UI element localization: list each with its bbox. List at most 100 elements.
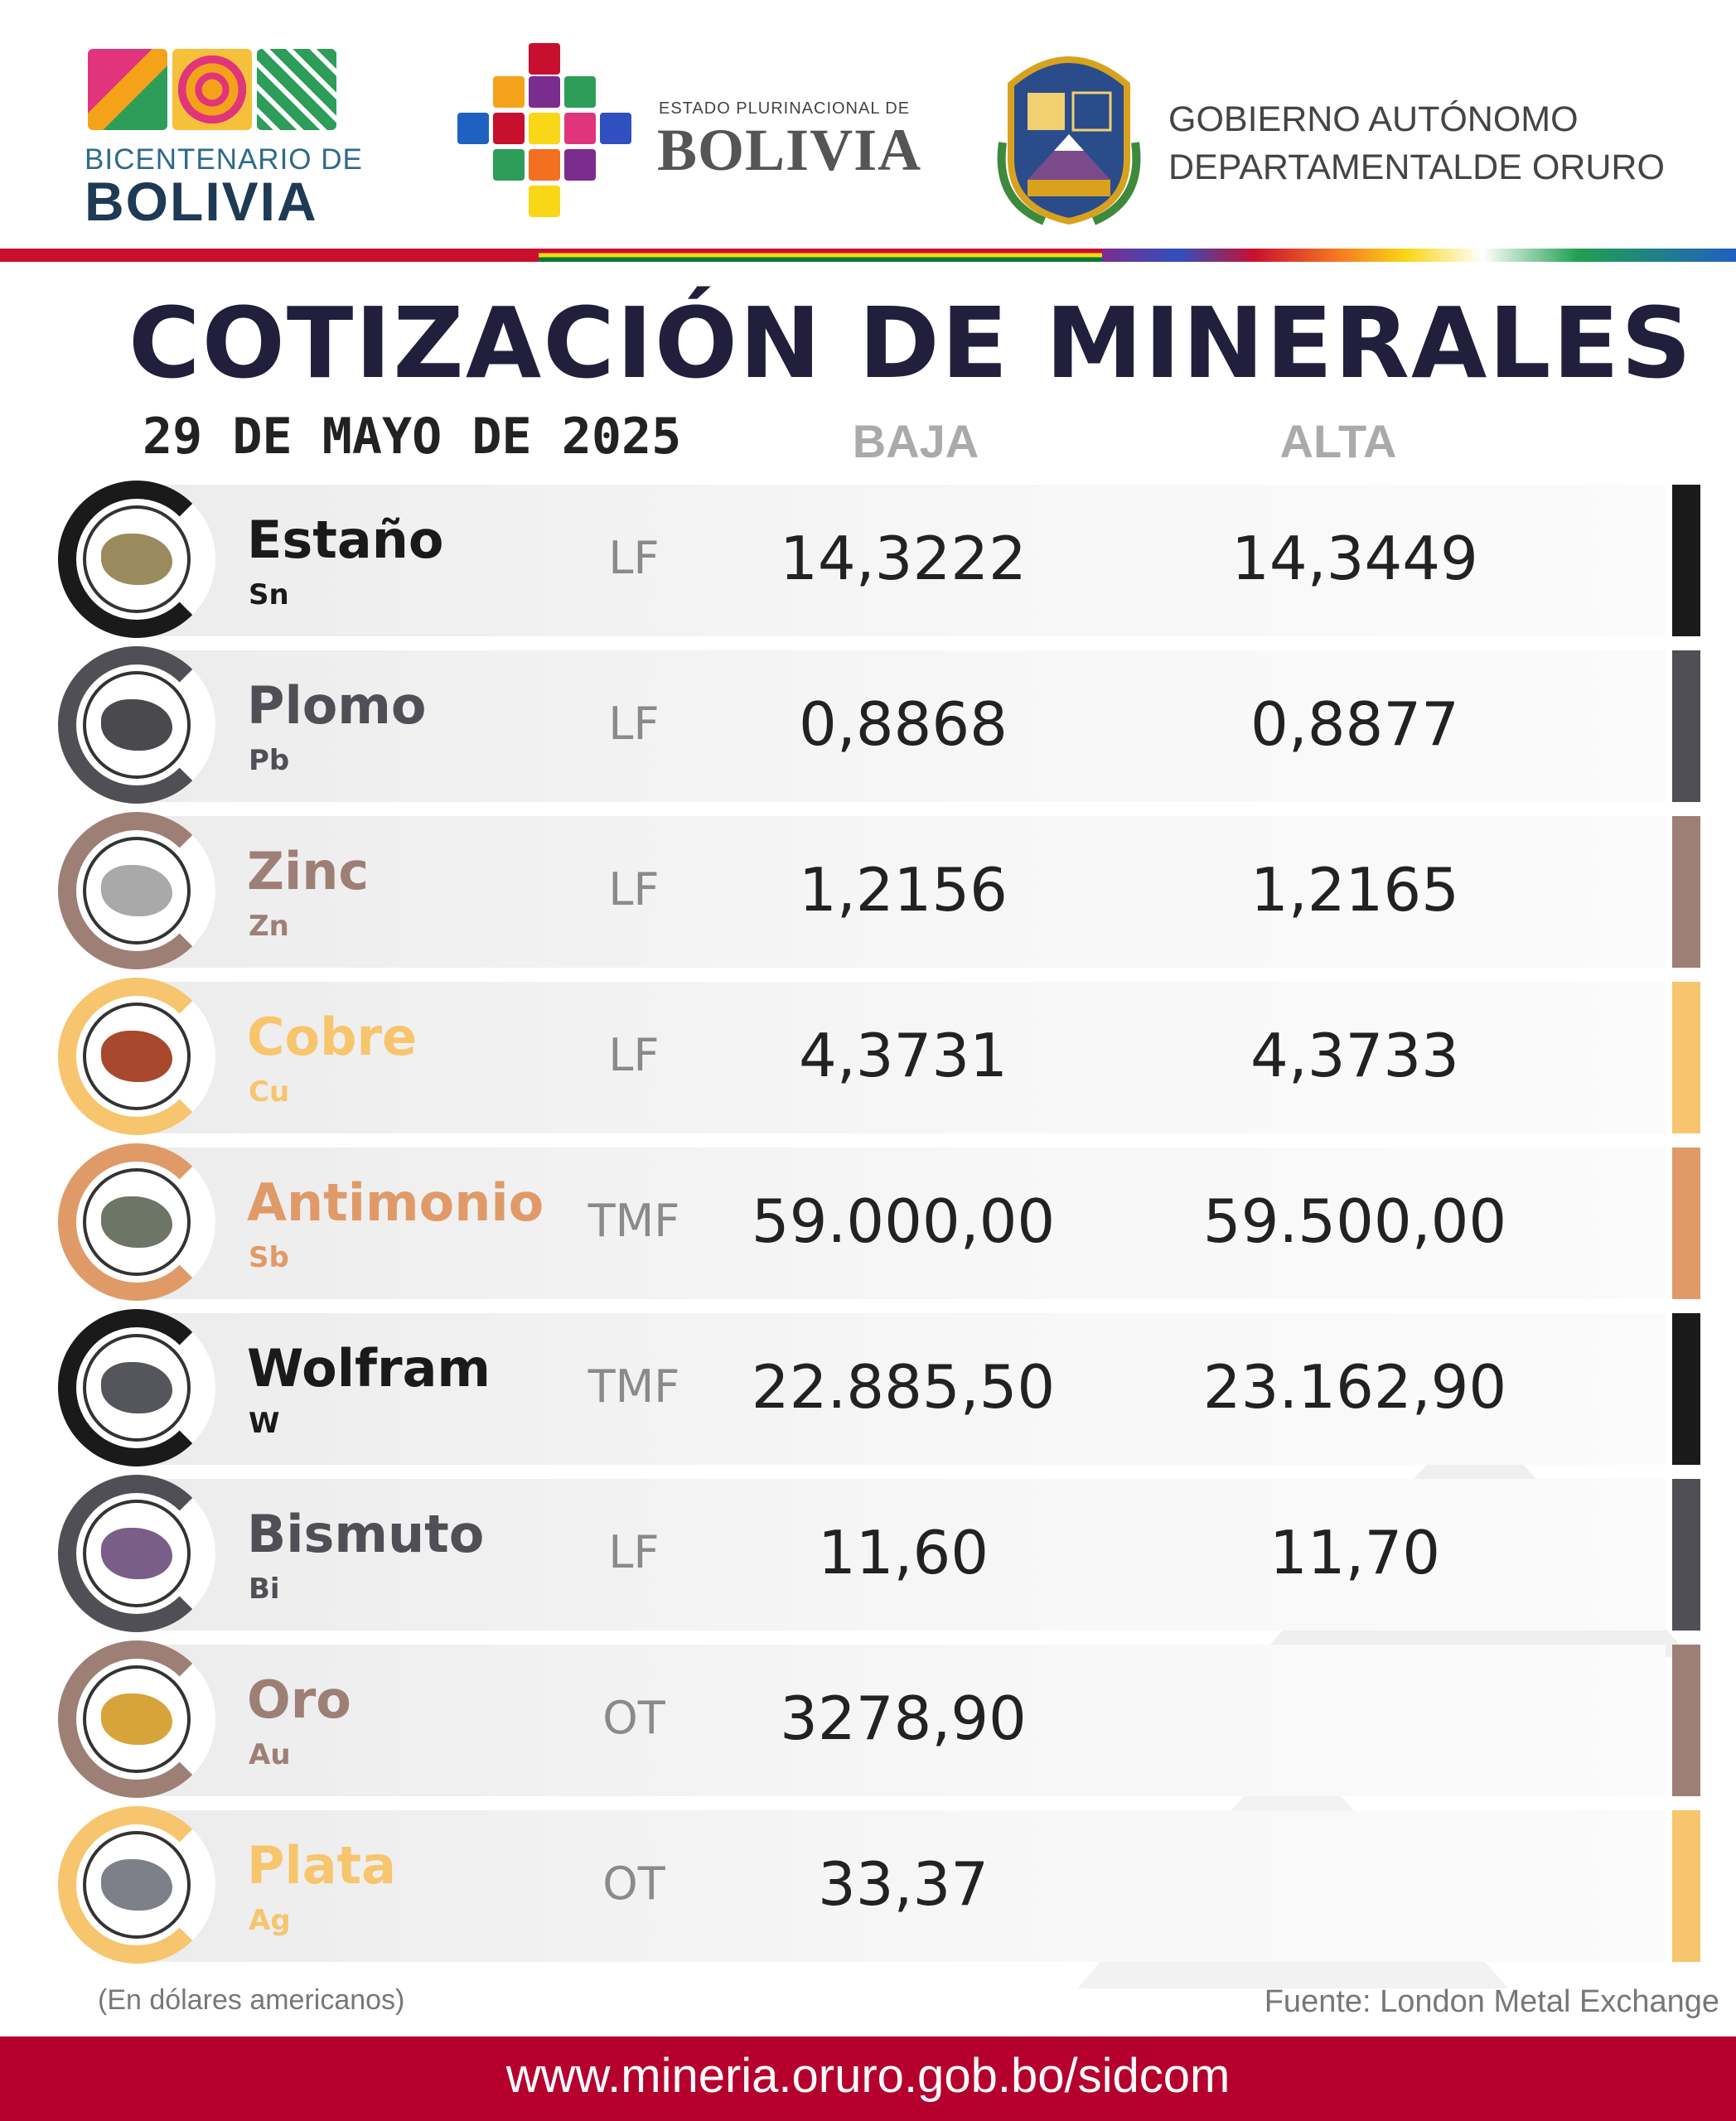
row-background <box>137 485 1666 636</box>
quote-date: 29 DE MAYO DE 2025 <box>143 408 682 466</box>
row-accent-bar <box>1672 650 1700 802</box>
mineral-rock-icon <box>101 534 172 585</box>
mineral-unit: LF <box>608 1526 660 1578</box>
row-background <box>137 1147 1666 1299</box>
row-accent-bar <box>1672 485 1700 636</box>
row-background <box>137 1810 1666 1962</box>
price-alta: 11,70 <box>1269 1518 1441 1587</box>
oruro-coat-of-arms <box>994 43 1144 234</box>
flag-stripe <box>0 249 1736 262</box>
bicentenario-line1: BICENTENARIO DE <box>85 143 363 176</box>
mineral-unit: OT <box>602 1858 665 1910</box>
emblem-block <box>257 49 336 130</box>
mineral-name: Estaño <box>247 510 444 570</box>
estado-small-text: ESTADO PLURINACIONAL DE <box>659 99 911 118</box>
mineral-unit: LF <box>608 863 660 916</box>
price-baja: 1,2156 <box>799 855 1008 925</box>
price-alta: 23.162,90 <box>1202 1352 1507 1422</box>
row-background <box>137 816 1666 968</box>
mineral-symbol: Cu <box>249 1075 290 1109</box>
mineral-rock-icon <box>101 1859 172 1911</box>
mineral-rock-icon <box>101 1528 172 1579</box>
price-baja: 59.000,00 <box>751 1186 1056 1256</box>
mineral-image <box>83 837 191 945</box>
estado-mosaic-emblem <box>452 40 638 226</box>
mineral-row: Wolfram W TMF 22.885,50 23.162,90 <box>0 1309 1736 1466</box>
row-background <box>137 1479 1666 1631</box>
price-baja: 14,3222 <box>780 524 1027 593</box>
price-alta: 59.500,00 <box>1202 1186 1507 1256</box>
mineral-symbol: Au <box>249 1738 291 1771</box>
mineral-name: Oro <box>247 1669 351 1730</box>
bicentenario-line2: BOLIVIA <box>85 171 318 232</box>
mineral-image <box>83 1500 191 1607</box>
mineral-name: Cobre <box>247 1007 418 1067</box>
mineral-row: Zinc Zn LF 1,2156 1,2165 <box>0 812 1736 969</box>
price-baja: 0,8868 <box>799 689 1008 759</box>
mineral-row: Estaño Sn LF 14,3222 14,3449 <box>0 481 1736 638</box>
gobierno-title: GOBIERNO AUTÓNOMO DEPARTAMENTALDE ORURO <box>1168 95 1665 191</box>
mineral-row: Plomo Pb LF 0,8868 0,8877 <box>0 646 1736 804</box>
mineral-rock-icon <box>101 1693 172 1745</box>
row-background <box>137 1313 1666 1465</box>
estado-big-text: BOLIVIA <box>657 117 922 183</box>
row-accent-bar <box>1672 1479 1700 1631</box>
gobierno-line1: GOBIERNO AUTÓNOMO <box>1168 99 1579 139</box>
mineral-name: Bismuto <box>247 1504 485 1564</box>
mineral-image <box>83 1003 191 1110</box>
mineral-image <box>83 505 191 613</box>
currency-note: (En dólares americanos) <box>98 1984 405 2016</box>
row-accent-bar <box>1672 1313 1700 1465</box>
row-background <box>137 982 1666 1133</box>
mineral-symbol: Pb <box>249 744 290 777</box>
price-alta: 4,3733 <box>1250 1021 1459 1090</box>
mineral-image <box>83 1168 191 1276</box>
mineral-unit: LF <box>608 532 660 584</box>
price-baja: 11,60 <box>817 1518 989 1587</box>
mineral-rock-icon <box>101 1196 172 1248</box>
row-background <box>137 1645 1666 1796</box>
price-baja: 22.885,50 <box>751 1352 1056 1422</box>
mineral-symbol: W <box>249 1407 280 1440</box>
mineral-name: Plata <box>247 1835 397 1896</box>
row-accent-bar <box>1672 982 1700 1133</box>
mineral-row: Oro Au OT 3278,90 <box>0 1640 1736 1798</box>
row-background <box>137 650 1666 802</box>
mineral-rock-icon <box>101 699 172 751</box>
mineral-rock-icon <box>101 865 172 916</box>
header: BICENTENARIO DE BOLIVIA ESTADO PLURINACI… <box>0 0 1736 262</box>
price-alta: 1,2165 <box>1250 855 1459 925</box>
source-note: Fuente: London Metal Exchange <box>1264 1984 1719 2019</box>
mineral-row: Plata Ag OT 33,37 <box>0 1806 1736 1964</box>
mineral-name: Zinc <box>247 841 370 901</box>
price-alta: 14,3449 <box>1231 524 1478 593</box>
mineral-symbol: Zn <box>249 910 289 943</box>
mineral-image <box>83 1334 191 1442</box>
bicentenario-emblem <box>88 49 336 130</box>
column-header-alta: ALTA <box>1279 415 1397 467</box>
emblem-spiral <box>172 49 252 130</box>
footer-url[interactable]: www.mineria.oruro.gob.bo/sidcom <box>505 2049 1231 2103</box>
mineral-unit: OT <box>602 1692 665 1744</box>
price-alta: 0,8877 <box>1250 689 1459 759</box>
price-baja: 3278,90 <box>780 1684 1027 1753</box>
mineral-symbol: Sn <box>249 578 289 611</box>
mineral-row: Antimonio Sb TMF 59.000,00 59.500,00 <box>0 1143 1736 1301</box>
mineral-symbol: Bi <box>249 1573 280 1606</box>
mineral-name: Antimonio <box>247 1172 544 1233</box>
mineral-symbol: Sb <box>249 1241 289 1274</box>
mineral-rock-icon <box>101 1031 172 1082</box>
emblem-block <box>88 49 167 130</box>
row-accent-bar <box>1672 1147 1700 1299</box>
mineral-unit: TMF <box>588 1360 680 1413</box>
price-baja: 33,37 <box>817 1849 989 1919</box>
gobierno-line2: DEPARTAMENTALDE ORURO <box>1168 147 1665 187</box>
mineral-image <box>83 1665 191 1773</box>
mineral-row: Bismuto Bi LF 11,60 11,70 <box>0 1475 1736 1632</box>
mineral-unit: LF <box>608 698 660 750</box>
row-accent-bar <box>1672 816 1700 968</box>
mineral-name: Plomo <box>247 675 427 736</box>
mineral-rock-icon <box>101 1362 172 1413</box>
column-header-baja: BAJA <box>852 415 979 467</box>
price-baja: 4,3731 <box>799 1021 1008 1090</box>
